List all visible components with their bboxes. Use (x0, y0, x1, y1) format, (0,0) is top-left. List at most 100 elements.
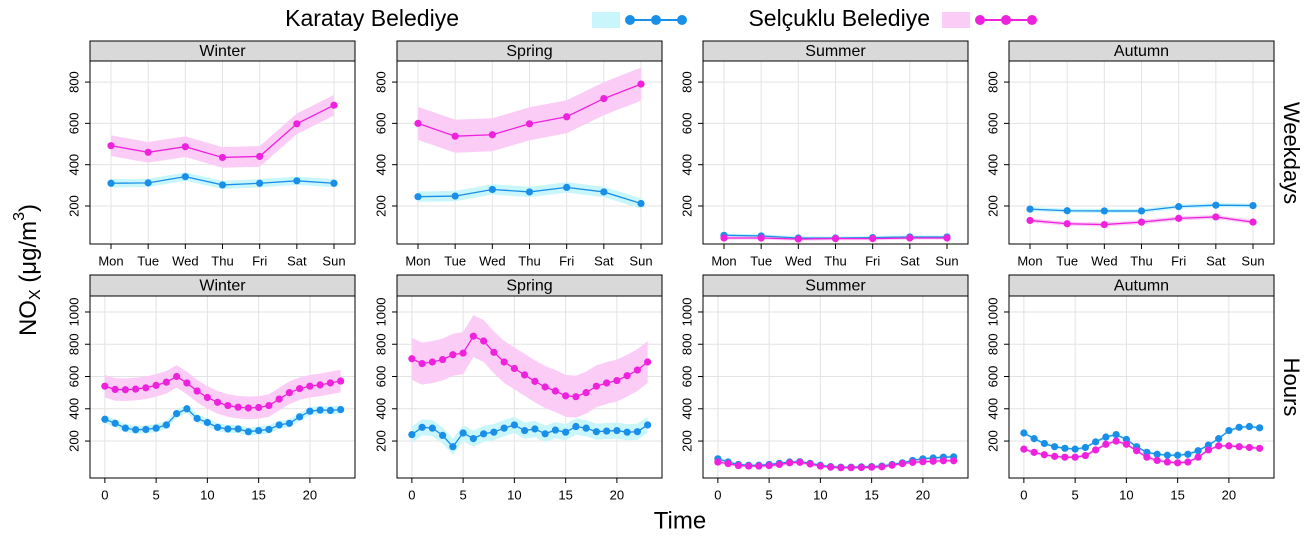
x-tick-label: 0 (1020, 487, 1027, 502)
data-point (551, 387, 559, 395)
data-point (775, 460, 783, 469)
data-point (1100, 207, 1108, 215)
x-tick-label: 20 (303, 487, 317, 502)
data-point (1092, 438, 1100, 446)
data-point (755, 462, 763, 470)
y-tick-label: 600 (66, 113, 81, 135)
data-point (857, 463, 865, 472)
data-point (449, 351, 457, 359)
y-tick-label: 400 (985, 154, 1000, 176)
data-point (525, 120, 534, 128)
data-point (218, 153, 227, 162)
data-point (306, 407, 314, 415)
x-tick-label: 5 (460, 487, 467, 502)
data-point (285, 389, 293, 397)
plot-area (1026, 201, 1257, 229)
x-tick-label: 20 (1222, 487, 1236, 502)
data-point (1061, 453, 1069, 461)
data-point (837, 464, 845, 472)
data-point (1026, 205, 1034, 213)
data-point (293, 120, 301, 128)
data-point (1061, 444, 1069, 452)
data-point (480, 430, 488, 438)
confidence-band (418, 67, 641, 153)
y-axis-label: NOX (μg/m3) (11, 204, 44, 336)
y-tick-label: 600 (373, 113, 388, 135)
data-point (111, 385, 119, 394)
data-point (929, 457, 937, 465)
x-tick-label: Thu (211, 253, 233, 268)
panel-frame (89, 60, 356, 245)
data-point (1245, 422, 1253, 431)
data-point (1063, 220, 1071, 228)
data-point (600, 94, 608, 103)
data-point (531, 425, 539, 433)
y-tick-label: 600 (985, 113, 1000, 135)
data-point (459, 349, 467, 357)
data-point (451, 132, 459, 140)
data-point (1194, 453, 1202, 461)
confidence-band (111, 172, 334, 190)
y-tick-label: 800 (985, 333, 1000, 355)
data-point (572, 393, 580, 401)
data-point (868, 463, 876, 471)
data-point (551, 426, 559, 434)
data-point (1235, 443, 1243, 451)
y-tick-label: 800 (66, 71, 81, 93)
confidence-band (104, 404, 341, 436)
data-point (1112, 437, 1120, 445)
x-tick-label: Mon (711, 253, 736, 268)
x-tick-label: Sun (322, 253, 345, 268)
data-point (234, 425, 242, 433)
data-point (203, 393, 211, 402)
data-point (152, 424, 160, 432)
panel-title: Autumn (1114, 43, 1169, 60)
y-tick-label: 200 (66, 430, 81, 452)
data-point (603, 379, 611, 387)
plot-area (107, 94, 338, 190)
data-point (562, 392, 570, 400)
data-point (510, 421, 518, 429)
data-point (1102, 433, 1110, 441)
data-point (173, 372, 181, 381)
data-point (330, 179, 338, 187)
y-tick-label: 400 (679, 398, 694, 420)
x-axis-label: Time (654, 507, 706, 534)
x-tick-label: 0 (408, 487, 415, 502)
x-tick-label: Mon (98, 253, 123, 268)
data-point (1137, 218, 1146, 226)
data-point (490, 428, 498, 436)
data-point (337, 405, 345, 414)
data-point (1063, 207, 1071, 215)
x-tick-label: 10 (507, 487, 521, 502)
data-point (1215, 435, 1223, 443)
data-point (193, 414, 201, 423)
data-point (794, 235, 802, 243)
panel-title: Spring (506, 43, 552, 60)
data-point (592, 428, 600, 436)
data-point (1040, 439, 1048, 448)
x-tick-label: Sat (1206, 253, 1226, 268)
data-point (183, 379, 191, 387)
y-tick-label: 200 (66, 195, 81, 217)
y-tick-label: 400 (373, 398, 388, 420)
data-point (1212, 213, 1220, 221)
data-point (572, 422, 580, 431)
y-tick-label: 400 (985, 398, 1000, 420)
y-label-sub: X (27, 289, 44, 300)
data-point (1030, 435, 1038, 443)
data-point (943, 234, 951, 242)
data-point (939, 457, 947, 465)
data-point (255, 403, 263, 412)
x-tick-label: Tue (750, 253, 772, 268)
data-point (541, 430, 549, 438)
data-point (724, 460, 732, 468)
panel-frame (1008, 295, 1275, 479)
x-tick-label: 5 (1072, 487, 1079, 502)
data-point (613, 426, 621, 435)
data-point (285, 419, 293, 427)
data-point (1184, 458, 1192, 466)
data-point (306, 382, 314, 390)
data-point (162, 421, 170, 429)
panel-title: Summer (805, 278, 866, 295)
